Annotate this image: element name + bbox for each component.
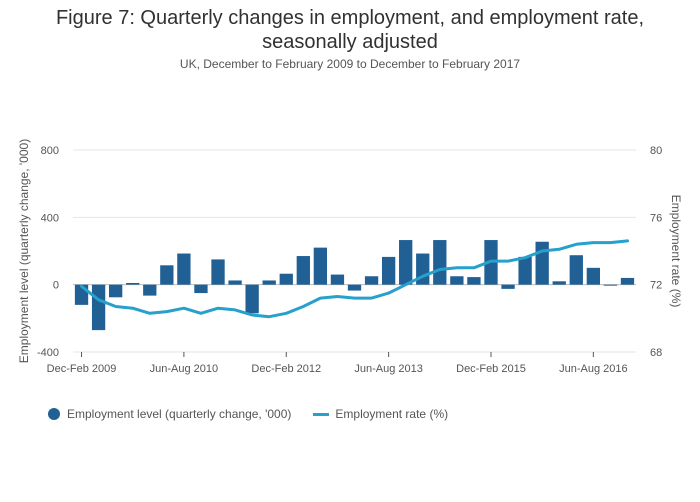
x-tick-label: Jun-Aug 2010 bbox=[150, 363, 219, 375]
bar[interactable] bbox=[245, 284, 259, 314]
legend-item-employment-level[interactable]: Employment level (quarterly change, '000… bbox=[48, 407, 291, 421]
bar[interactable] bbox=[313, 247, 328, 285]
x-tick-label: Dec-Feb 2009 bbox=[47, 363, 117, 375]
bar[interactable] bbox=[228, 280, 242, 285]
employment-rate-line[interactable] bbox=[80, 239, 629, 319]
bar[interactable] bbox=[450, 276, 464, 285]
bar[interactable] bbox=[586, 267, 601, 285]
bar[interactable] bbox=[211, 259, 225, 285]
right-tick-label: 72 bbox=[650, 280, 662, 292]
bar[interactable] bbox=[399, 240, 413, 285]
chart-subtitle: UK, December to February 2009 to Decembe… bbox=[179, 57, 521, 71]
bar[interactable] bbox=[569, 255, 583, 285]
x-axis-ticks: Dec-Feb 2009 Jun-Aug 2010 Dec-Feb 2012 Jun-… bbox=[47, 352, 628, 375]
left-axis-ticks: -400 0 400 800 bbox=[37, 145, 59, 359]
bar[interactable] bbox=[552, 281, 566, 285]
right-tick-label: 76 bbox=[650, 212, 662, 224]
bar[interactable] bbox=[296, 256, 310, 285]
bar[interactable] bbox=[91, 284, 106, 331]
bar[interactable] bbox=[177, 253, 191, 285]
bar[interactable] bbox=[364, 276, 379, 285]
x-tick-label: Jun-Aug 2013 bbox=[354, 363, 423, 375]
right-axis-label: Employment rate (%) bbox=[669, 195, 683, 308]
bar[interactable] bbox=[330, 274, 345, 285]
bar[interactable] bbox=[381, 256, 396, 285]
bar[interactable] bbox=[620, 277, 635, 285]
legend-marker-bar bbox=[48, 408, 60, 420]
bar[interactable] bbox=[262, 280, 276, 285]
bar[interactable] bbox=[143, 284, 157, 296]
chart-title: Figure 7: Quarterly changes in employmen… bbox=[0, 6, 700, 54]
bar[interactable] bbox=[501, 284, 515, 289]
legend-label-employment-level: Employment level (quarterly change, '000… bbox=[67, 407, 292, 421]
left-tick-label: 0 bbox=[53, 280, 59, 292]
bar[interactable] bbox=[194, 284, 208, 294]
legend-item-employment-rate[interactable]: Employment rate (%) bbox=[313, 407, 448, 421]
bar[interactable] bbox=[279, 273, 293, 285]
chart-title-line-1: Figure 7: Quarterly changes in employmen… bbox=[55, 7, 645, 29]
bar[interactable] bbox=[347, 284, 362, 291]
legend-label-employment-rate: Employment rate (%) bbox=[335, 407, 449, 421]
x-tick-label: Dec-Feb 2015 bbox=[456, 363, 526, 375]
x-tick-label: Jun-Aug 2016 bbox=[559, 363, 628, 375]
bar[interactable] bbox=[126, 282, 140, 285]
left-axis-label: Employment level (quarterly change, '000… bbox=[17, 139, 31, 363]
legend-marker-line bbox=[313, 412, 330, 416]
bar[interactable] bbox=[433, 240, 447, 285]
line-series[interactable] bbox=[80, 239, 629, 319]
left-tick-label: 800 bbox=[41, 145, 59, 157]
x-tick-label: Dec-Feb 2012 bbox=[251, 363, 321, 375]
bar[interactable] bbox=[467, 277, 481, 285]
bar[interactable] bbox=[535, 241, 549, 285]
chart-title-line-2: seasonally adjusted bbox=[262, 31, 438, 53]
bar[interactable] bbox=[603, 284, 618, 286]
bar[interactable] bbox=[108, 284, 123, 298]
right-tick-label: 80 bbox=[650, 145, 662, 157]
bar[interactable] bbox=[518, 256, 532, 285]
left-tick-label: 400 bbox=[41, 212, 59, 224]
left-tick-label: -400 bbox=[37, 347, 59, 359]
bar[interactable] bbox=[160, 265, 174, 285]
right-axis-ticks: 68 72 76 80 bbox=[650, 145, 662, 359]
legend: Employment level (quarterly change, '000… bbox=[48, 407, 470, 421]
right-tick-label: 68 bbox=[650, 347, 662, 359]
